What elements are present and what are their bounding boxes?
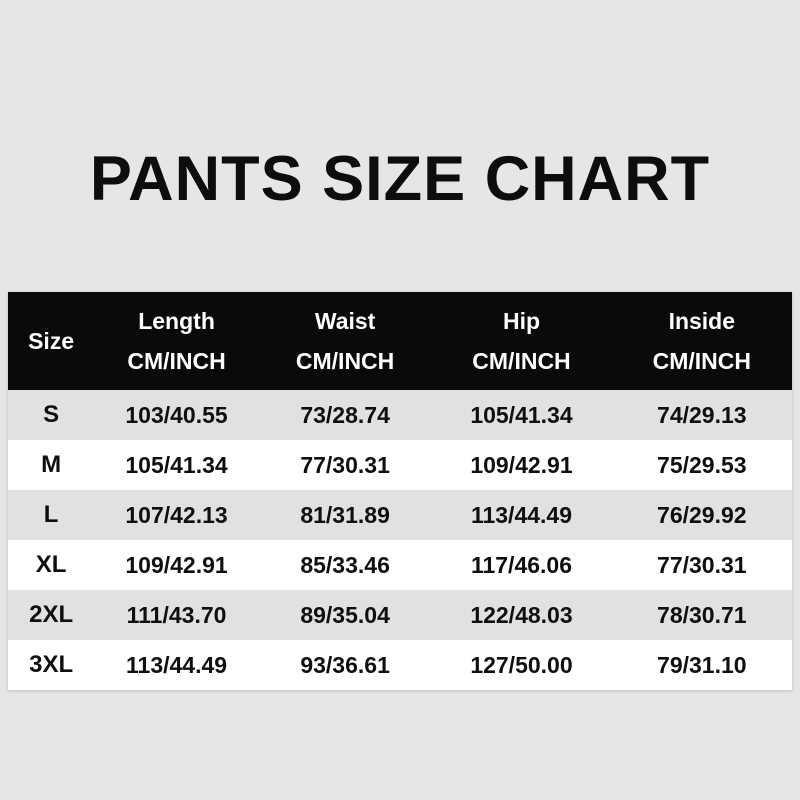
cell-size: L — [43, 501, 59, 528]
cell-waist: 93/36.61 — [300, 651, 390, 678]
cell-hip: 109/42.91 — [470, 451, 573, 478]
cell-hip: 117/46.06 — [470, 551, 573, 578]
column-header-inside: Inside CM/INCH — [612, 301, 792, 381]
table-row-l: L 107/42.13 81/31.89 113/44.49 76/29.92 — [8, 490, 792, 540]
cell-waist: 77/30.31 — [300, 451, 390, 478]
column-header-unit: CM/INCH — [652, 348, 751, 374]
cell-length: 113/44.49 — [126, 651, 228, 678]
column-header-label: Inside — [668, 308, 736, 334]
table-row-2xl: 2XL 111/43.70 89/35.04 122/48.03 78/30.71 — [8, 590, 792, 640]
table-row-m: M 105/41.34 77/30.31 109/42.91 75/29.53 — [8, 440, 792, 490]
table-row-s: S 103/40.55 73/28.74 105/41.34 74/29.13 — [8, 390, 792, 440]
cell-length: 107/42.13 — [125, 501, 228, 528]
cell-hip: 105/41.34 — [470, 401, 573, 428]
cell-length: 103/40.55 — [125, 401, 228, 428]
table-row-xl: XL 109/42.91 85/33.46 117/46.06 77/30.31 — [8, 540, 792, 590]
table-header-row: Size Length CM/INCH Waist CM/INCH Hip CM/INCH I… — [8, 292, 792, 390]
cell-waist: 85/33.46 — [300, 551, 390, 578]
cell-inside: 75/29.53 — [657, 451, 747, 478]
cell-waist: 89/35.04 — [300, 601, 390, 628]
cell-length: 105/41.34 — [125, 451, 228, 478]
column-header-label: Size — [28, 328, 75, 354]
cell-size: S — [43, 401, 60, 428]
column-header-label: Hip — [502, 308, 541, 334]
pants-size-chart-table: Size Length CM/INCH Waist CM/INCH Hip CM/INCH I… — [8, 292, 792, 690]
cell-size: XL — [35, 551, 67, 578]
cell-size: 3XL — [29, 651, 74, 678]
column-header-length: Length CM/INCH — [94, 301, 259, 381]
cell-inside: 74/29.13 — [657, 401, 747, 428]
cell-waist: 81/31.89 — [300, 501, 390, 528]
cell-inside: 77/30.31 — [657, 551, 747, 578]
cell-inside: 78/30.71 — [657, 601, 747, 628]
cell-size: 2XL — [29, 601, 74, 628]
column-header-label: Length — [138, 308, 215, 334]
cell-hip: 113/44.49 — [470, 501, 573, 528]
cell-inside: 79/31.10 — [657, 651, 747, 678]
cell-hip: 122/48.03 — [470, 601, 573, 628]
table-row-3xl: 3XL 113/44.49 93/36.61 127/50.00 79/31.10 — [8, 640, 792, 690]
cell-length: 111/43.70 — [126, 601, 227, 628]
cell-inside: 76/29.92 — [657, 501, 747, 528]
cell-hip: 127/50.00 — [470, 651, 573, 678]
column-header-unit: CM/INCH — [127, 348, 226, 374]
cell-length: 109/42.91 — [125, 551, 228, 578]
column-header-unit: CM/INCH — [295, 348, 395, 374]
page-title: PANTS SIZE CHART — [89, 144, 711, 214]
column-header-hip: Hip CM/INCH — [431, 301, 611, 381]
column-header-waist: Waist CM/INCH — [259, 301, 431, 381]
table-body: S 103/40.55 73/28.74 105/41.34 74/29.13 M 105/… — [8, 390, 792, 690]
cell-size: M — [41, 451, 62, 478]
column-header-label: Waist — [314, 308, 376, 334]
cell-waist: 73/28.74 — [300, 401, 390, 428]
column-header-size: Size — [8, 321, 94, 361]
column-header-unit: CM/INCH — [472, 348, 571, 374]
